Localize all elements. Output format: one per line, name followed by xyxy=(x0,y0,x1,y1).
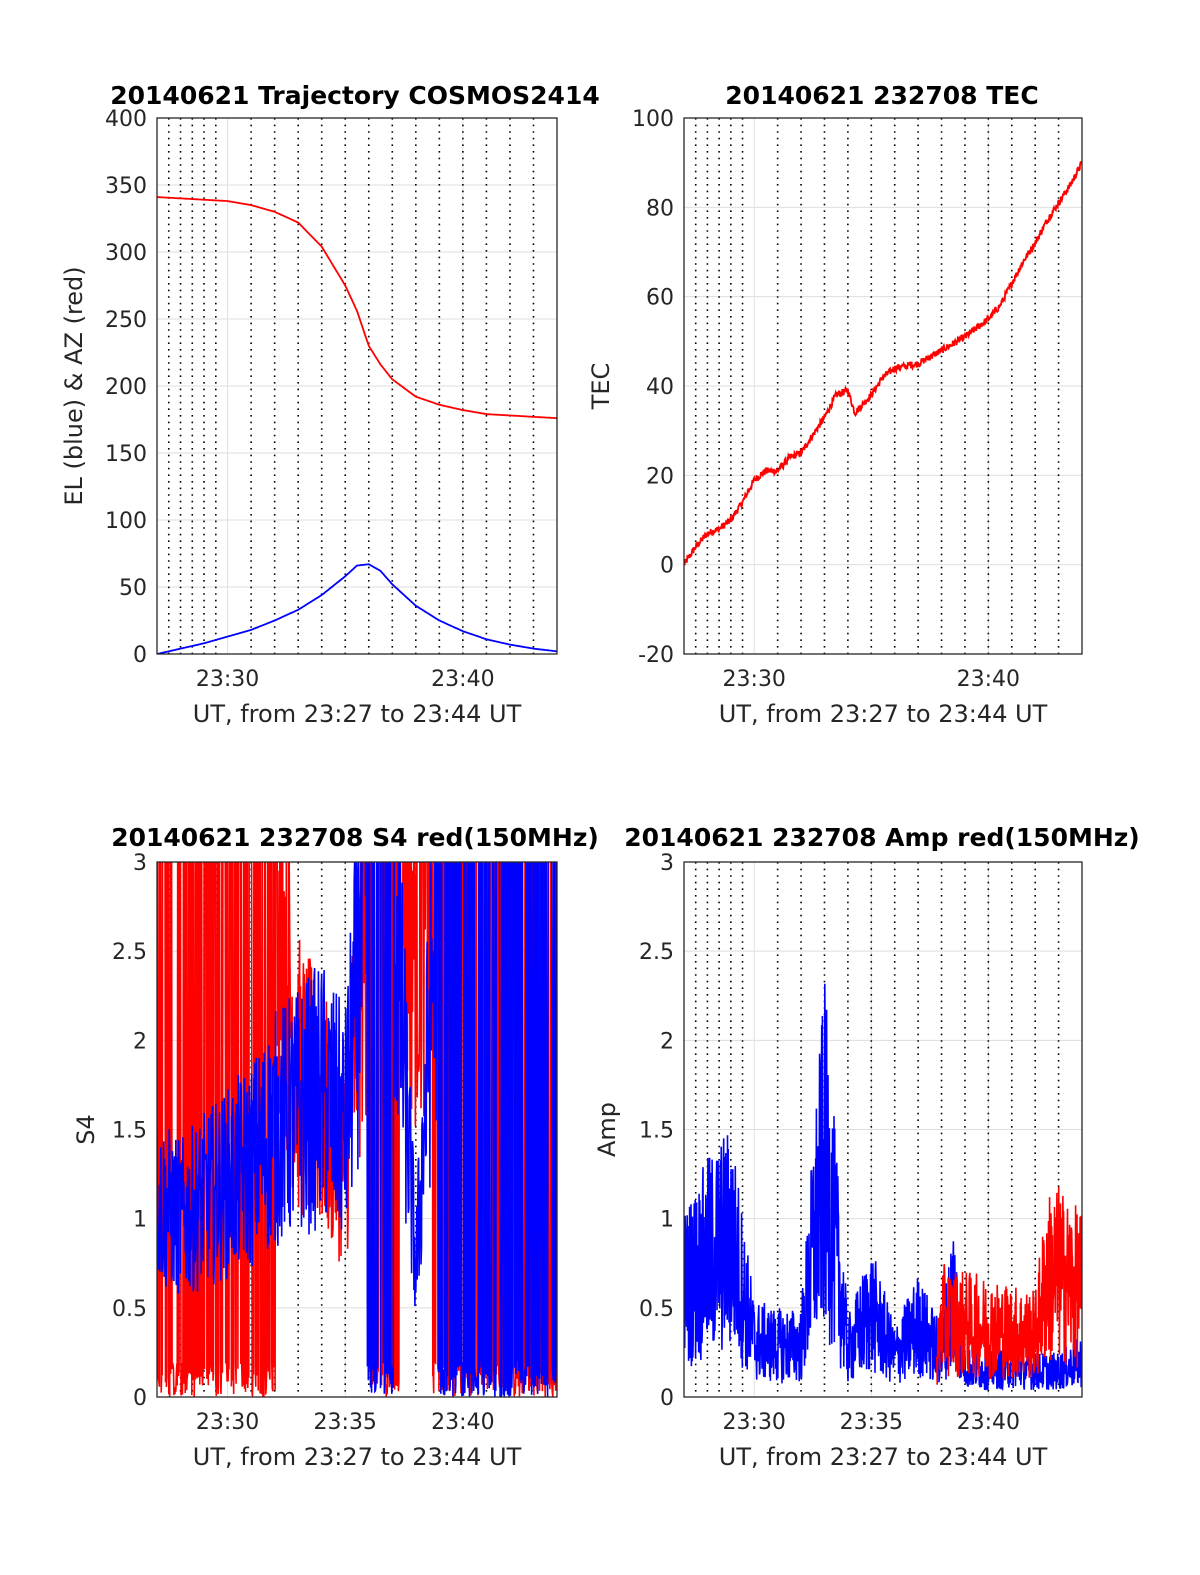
y-tick-label: 80 xyxy=(646,196,674,221)
x-axis-label: UT, from 23:27 to 23:44 UT xyxy=(193,700,522,728)
y-tick-label: 1.5 xyxy=(639,1119,674,1144)
x-tick-label: 23:35 xyxy=(840,1410,903,1435)
y-tick-label: 0 xyxy=(660,1386,674,1411)
y-tick-label: 150 xyxy=(105,442,147,467)
y-tick-label: 0 xyxy=(133,1386,147,1411)
subplot-2: -20 0 20 40 60 80 100 23:30 23:40 UT, from 23:27 … xyxy=(587,81,1083,728)
subplot-4: 0 0.5 1 1.5 2 2.5 3 23:30 23:35 23:40 UT, from 23:… xyxy=(593,823,1140,1471)
chart-title: 20140621 232708 TEC xyxy=(725,81,1038,110)
chart-title: 20140621 232708 S4 red(150MHz) xyxy=(111,823,599,852)
y-tick-label: 3 xyxy=(133,851,147,876)
y-axis-label: TEC xyxy=(587,363,615,411)
x-axis-label: UT, from 23:27 to 23:44 UT xyxy=(719,700,1048,728)
y-tick-label: 50 xyxy=(119,576,147,601)
y-tick-label: 0.5 xyxy=(639,1297,674,1322)
series-line-2 xyxy=(936,1186,1082,1385)
chart-title: 20140621 232708 Amp red(150MHz) xyxy=(624,823,1140,852)
y-tick-label: 1 xyxy=(660,1208,674,1233)
y-tick-label: 400 xyxy=(105,107,147,132)
plot-frame xyxy=(156,117,558,655)
y-tick-label: 2.5 xyxy=(639,940,674,965)
y-tick-label: 2 xyxy=(133,1029,147,1054)
y-tick-label: -20 xyxy=(638,643,674,668)
y-tick-label: 350 xyxy=(105,174,147,199)
y-tick-label: 0 xyxy=(133,643,147,668)
y-axis-label: EL (blue) & AZ (red) xyxy=(60,266,88,505)
x-axis-label: UT, from 23:27 to 23:44 UT xyxy=(193,1443,522,1471)
x-tick-label: 23:40 xyxy=(431,667,494,692)
x-tick-label: 23:30 xyxy=(196,667,259,692)
x-tick-label: 23:30 xyxy=(723,667,786,692)
y-tick-label: 3 xyxy=(660,851,674,876)
x-tick-label: 23:30 xyxy=(723,1410,786,1435)
y-tick-label: 60 xyxy=(646,286,674,311)
y-tick-label: 250 xyxy=(105,308,147,333)
y-axis-label: Amp xyxy=(593,1102,621,1157)
y-tick-label: 100 xyxy=(632,107,674,132)
x-tick-label: 23:40 xyxy=(431,1410,494,1435)
y-tick-label: 1 xyxy=(133,1208,147,1233)
y-tick-label: 200 xyxy=(105,375,147,400)
y-tick-label: 100 xyxy=(105,509,147,534)
y-axis-label: S4 xyxy=(72,1114,100,1145)
y-tick-label: 40 xyxy=(646,375,674,400)
y-tick-label: 20 xyxy=(646,464,674,489)
series-line-1 xyxy=(684,983,1082,1392)
series-line-1 xyxy=(684,161,1082,566)
y-tick-label: 300 xyxy=(105,241,147,266)
plot-frame xyxy=(683,861,1083,1398)
subplot-1: 0 50 100 150 200 250 300 350 400 23:30 23:40 UT, fr… xyxy=(60,81,600,728)
plot-frame xyxy=(683,117,1083,655)
x-tick-label: 23:40 xyxy=(957,1410,1020,1435)
chart-title: 20140621 Trajectory COSMOS2414 xyxy=(110,81,600,110)
x-tick-label: 23:30 xyxy=(196,1410,259,1435)
x-axis-label: UT, from 23:27 to 23:44 UT xyxy=(719,1443,1048,1471)
x-tick-label: 23:35 xyxy=(314,1410,377,1435)
y-tick-label: 1.5 xyxy=(112,1119,147,1144)
y-tick-label: 0.5 xyxy=(112,1297,147,1322)
plot-frame xyxy=(156,861,558,1398)
series-line-2 xyxy=(157,862,557,1397)
y-tick-label: 2.5 xyxy=(112,940,147,965)
x-tick-label: 23:40 xyxy=(957,667,1020,692)
series-line-1 xyxy=(157,196,557,420)
y-tick-label: 2 xyxy=(660,1029,674,1054)
subplot-3: 0 0.5 1 1.5 2 2.5 3 23:30 23:35 23:40 UT, from 23:… xyxy=(72,823,599,1471)
series-line-2 xyxy=(157,563,557,654)
y-tick-label: 0 xyxy=(660,554,674,579)
